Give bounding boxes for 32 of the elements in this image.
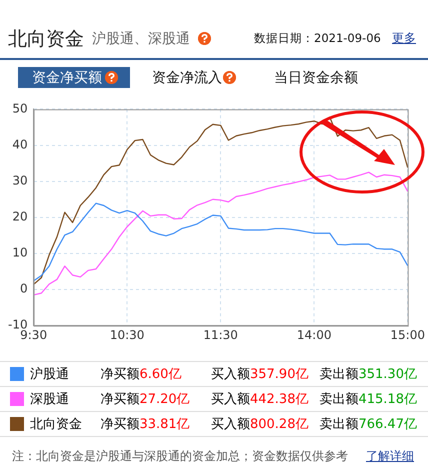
text: 买入额800.28亿 xyxy=(210,417,308,432)
text: 了解详细 xyxy=(366,448,414,465)
text: 更多 xyxy=(392,30,416,47)
y-tick-label: 30 xyxy=(12,173,28,188)
text: 卖出额415.18亿 xyxy=(319,392,417,407)
x-tick-label: 9:30 xyxy=(20,328,48,342)
text: 卖出额766.47亿 xyxy=(319,417,417,432)
legend-label: 北向资金 xyxy=(30,412,100,436)
text: 净买额27.20亿 xyxy=(100,392,190,407)
text: 买入额442.38亿 xyxy=(210,392,308,407)
x-tick-label: 10:30 xyxy=(110,328,144,342)
chart-title: 北向资金 xyxy=(8,27,84,52)
text: 买入额357.90亿 xyxy=(210,367,308,382)
chart-subtitle: 沪股通、深股通 xyxy=(92,30,190,48)
y-tick-label: 10 xyxy=(12,246,28,260)
x-tick-label: 14:00 xyxy=(296,328,332,342)
y-tick-label: 0 xyxy=(20,282,28,296)
text: 当日资金余额 xyxy=(274,69,358,87)
y-tick-label: 50 xyxy=(12,101,28,116)
text: 资金净买额 xyxy=(32,69,102,87)
legend-label: 沪股通 xyxy=(30,362,100,386)
text: 数据日期：2021-09-06 xyxy=(254,31,381,46)
y-tick-label: 20 xyxy=(12,210,28,224)
text: 注：北向资金是沪股通与深股通的资金加总；资金数据仅供参考 xyxy=(12,448,348,465)
x-tick-label: 11:30 xyxy=(203,328,238,342)
legend-label: 深股通 xyxy=(30,386,100,412)
x-tick-label: 15:00 xyxy=(390,328,426,342)
text: 卖出额351.30亿 xyxy=(319,367,417,382)
text: 净买额33.81亿 xyxy=(100,417,190,432)
text: 资金净流入 xyxy=(152,69,222,87)
y-tick-label: 40 xyxy=(12,137,28,152)
text: 净买额6.60亿 xyxy=(100,367,182,382)
